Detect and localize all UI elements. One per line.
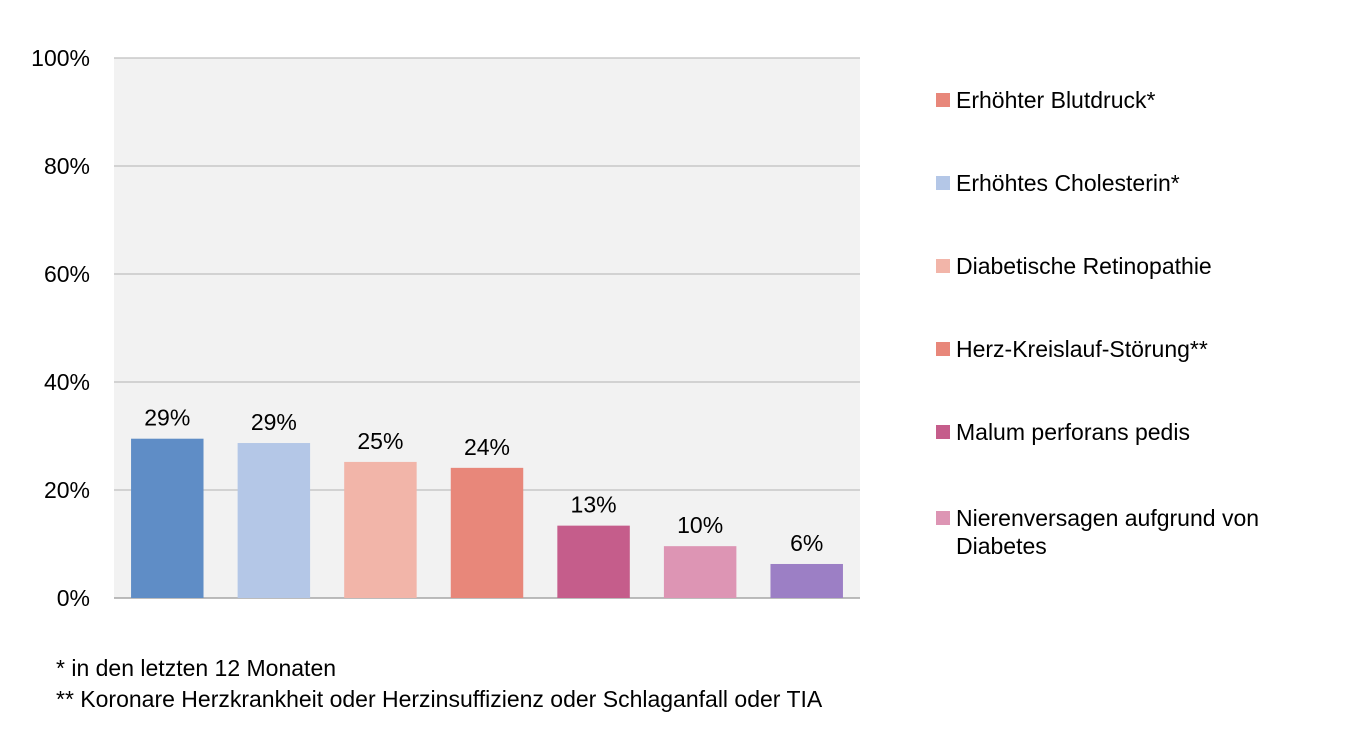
y-tick-label: 40% (44, 369, 90, 395)
bar (344, 461, 417, 598)
y-tick-label: 20% (44, 477, 90, 503)
legend-item: Erhöhter Blutdruck* (936, 86, 1336, 114)
data-label: 6% (790, 530, 823, 556)
legend-item: Nierenversagen aufgrund von Diabetes (936, 504, 1336, 560)
footnote-1: * in den letzten 12 Monaten (56, 655, 337, 681)
legend-swatch (936, 93, 950, 107)
legend-swatch (936, 342, 950, 356)
y-tick-label: 80% (44, 153, 90, 179)
legend-label: Herz-Kreislauf-Störung** (956, 336, 1208, 362)
footnote-2: ** Koronare Herzkrankheit oder Herzinsuf… (56, 686, 823, 712)
data-labels: 29% 29% 25% 24% 13% 10% 6% (144, 405, 823, 556)
data-label: 10% (677, 512, 723, 538)
y-tick-label: 60% (44, 261, 90, 287)
legend-item: Erhöhtes Cholesterin* (936, 169, 1336, 197)
legend-swatch (936, 425, 950, 439)
data-label: 25% (357, 428, 403, 454)
footnotes: * in den letzten 12 Monaten ** Koronare … (56, 653, 822, 715)
bar (557, 525, 630, 598)
legend-swatch (936, 259, 950, 273)
bar (450, 467, 524, 598)
legend-label: Nierenversagen aufgrund von Diabetes (956, 505, 1260, 559)
legend-label: Diabetische Retinopathie (956, 253, 1212, 279)
bar (131, 438, 204, 598)
y-tick-label: 0% (57, 585, 90, 611)
bar (663, 546, 737, 598)
legend-swatch (936, 511, 950, 525)
legend-item: Malum perforans pedis (936, 418, 1336, 446)
legend-item: Herz-Kreislauf-Störung** (936, 335, 1336, 363)
data-label: 13% (571, 492, 617, 518)
legend-label: Malum perforans pedis (956, 419, 1190, 445)
bar (237, 443, 311, 598)
legend-item: Diabetische Retinopathie (936, 252, 1336, 280)
data-label: 29% (251, 409, 297, 435)
legend-label: Erhöhter Blutdruck* (956, 87, 1156, 113)
bar (770, 563, 843, 598)
y-axis-ticks: 0% 20% 40% 60% 80% 100% (31, 45, 90, 611)
y-tick-label: 100% (31, 45, 90, 71)
bars (131, 438, 843, 598)
legend-label: Erhöhtes Cholesterin* (956, 170, 1180, 196)
data-label: 24% (464, 434, 510, 460)
legend-swatch (936, 176, 950, 190)
data-label: 29% (144, 405, 190, 431)
